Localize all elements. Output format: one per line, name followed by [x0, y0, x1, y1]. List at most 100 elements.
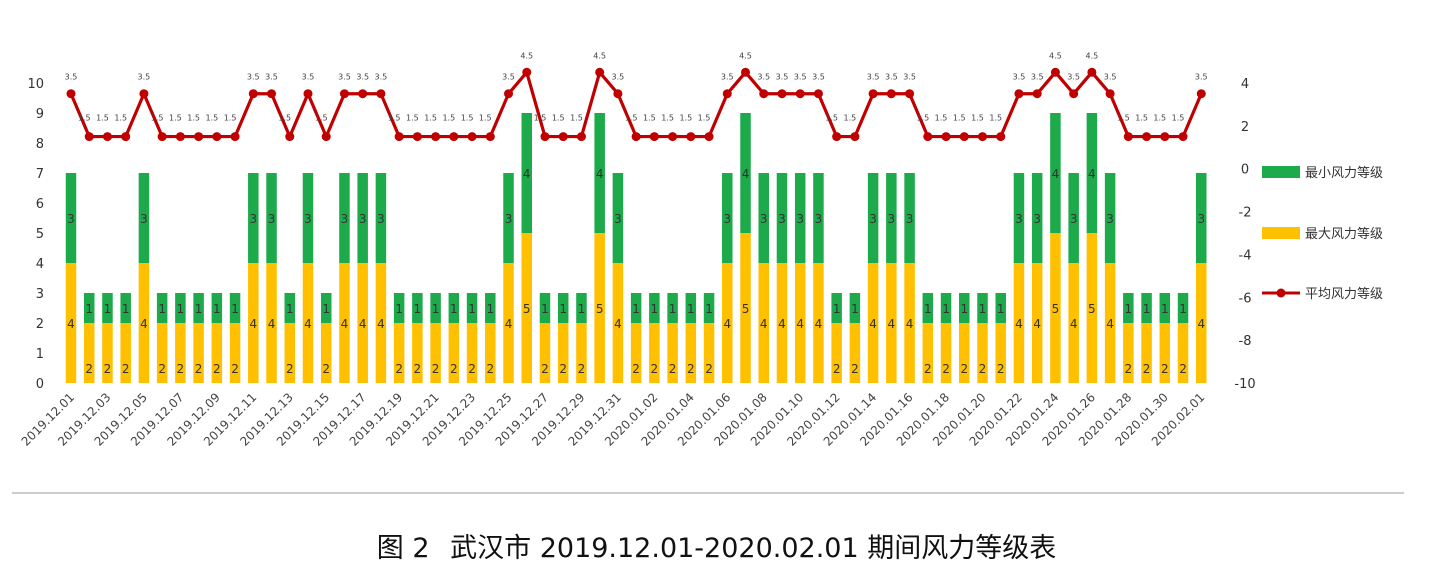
bar-min-wind-label: 3	[505, 212, 513, 226]
right-y-axis: -10 -8 -6 -4 -2 0 2 4	[1234, 77, 1255, 392]
bar-max-wind	[448, 323, 460, 383]
avg-wind-point	[1196, 89, 1206, 99]
avg-wind-point-label: 3.5	[812, 73, 825, 82]
bar-min-wind-label: 1	[960, 302, 968, 316]
avg-wind-point-label: 1.5	[442, 114, 455, 123]
bar-min-wind	[922, 293, 934, 323]
bar-max-wind	[557, 323, 569, 383]
avg-wind-point	[66, 89, 76, 99]
bar-max-wind	[703, 323, 715, 383]
bar-max-wind	[649, 323, 660, 383]
bar-max-wind-label: 4	[268, 317, 276, 331]
bar-max-wind-label: 2	[632, 362, 640, 376]
legend-swatch-avg-marker	[1276, 288, 1286, 298]
bar-max-wind	[667, 323, 678, 383]
bar-min-wind	[521, 113, 532, 233]
bar-min-wind	[539, 293, 551, 323]
avg-wind-point-label: 1.5	[151, 114, 164, 123]
avg-wind-point	[540, 132, 550, 142]
avg-wind-point-label: 1.5	[916, 114, 929, 123]
bar-max-wind	[430, 323, 441, 383]
right-y-tick-label: 4	[1241, 77, 1249, 92]
bar-min-wind	[430, 293, 441, 323]
avg-wind-point	[1178, 132, 1188, 142]
bar-min-wind	[904, 173, 915, 263]
avg-wind-point	[504, 89, 514, 99]
bar-min-wind-label: 4	[1052, 167, 1060, 181]
avg-wind-point	[467, 132, 477, 142]
avg-wind-point-label: 1.5	[479, 114, 492, 123]
avg-wind-point-label: 3.5	[903, 73, 916, 82]
legend-swatch-min	[1262, 166, 1300, 178]
bar-min-wind-label: 1	[1125, 302, 1133, 316]
bar-min-wind	[302, 173, 314, 263]
bar-min-wind-label: 1	[286, 302, 294, 316]
bar-max-wind-label: 2	[960, 362, 968, 376]
right-y-tick-label: 2	[1241, 120, 1249, 135]
bar-max-wind	[849, 323, 861, 383]
bar-max-wind	[302, 263, 314, 383]
avg-wind-point-label: 3.5	[757, 73, 770, 82]
bar-min-wind-label: 3	[778, 212, 786, 226]
avg-wind-point-label: 4.5	[739, 51, 752, 60]
avg-wind-point	[576, 132, 586, 142]
bar-min-wind-label: 1	[541, 302, 549, 316]
avg-wind-point	[449, 132, 459, 142]
right-y-tick-label: -10	[1234, 377, 1255, 392]
avg-wind-point	[522, 67, 532, 77]
bar-max-wind-label: 2	[432, 362, 440, 376]
avg-wind-point	[613, 89, 623, 99]
avg-wind-point	[175, 132, 185, 142]
bar-min-wind-label: 1	[468, 302, 476, 316]
legend-label-min: 最小风力等级	[1305, 165, 1383, 181]
avg-wind-point	[230, 132, 240, 142]
left-y-tick-label: 2	[36, 317, 44, 332]
line-series: 3.5 1.5 1.5 1.5 3.5 1.5 1.5 1.5 1.5 1.5 3.5 3.5 1.5 3…	[65, 51, 1208, 142]
avg-wind-point	[923, 132, 933, 142]
bar-max-wind	[940, 323, 952, 383]
avg-wind-point	[321, 132, 331, 142]
bar-max-wind-label: 2	[195, 362, 203, 376]
bar-min-wind-label: 1	[85, 302, 93, 316]
bar-min-wind	[1086, 113, 1098, 233]
bar-max-wind	[1050, 233, 1061, 383]
left-y-tick-label: 0	[36, 377, 44, 392]
bar-max-wind-label: 2	[669, 362, 677, 376]
bar-min-wind-label: 1	[122, 302, 130, 316]
bar-min-wind-label: 4	[596, 167, 604, 181]
bar-min-wind-label: 3	[1033, 212, 1041, 226]
bar-min-wind	[722, 173, 733, 263]
bar-min-wind-label: 3	[614, 212, 622, 226]
bar-min-wind-label: 1	[1179, 302, 1187, 316]
bar-min-wind-label: 3	[304, 212, 312, 226]
bar-max-wind	[375, 263, 387, 383]
avg-wind-point-label: 3.5	[1195, 73, 1208, 82]
bar-max-wind	[102, 323, 113, 383]
bar-min-wind	[940, 293, 952, 323]
avg-wind-point-label: 1.5	[643, 114, 656, 123]
bar-max-wind-label: 2	[322, 362, 330, 376]
bar-max-wind-label: 4	[505, 317, 513, 331]
bar-min-wind	[630, 293, 642, 323]
left-y-tick-label: 9	[36, 107, 44, 122]
bar-max-wind	[594, 233, 605, 383]
bar-min-wind	[576, 293, 587, 323]
avg-wind-point-label: 1.5	[315, 114, 328, 123]
bar-min-wind-label: 1	[486, 302, 494, 316]
bar-min-wind	[831, 293, 842, 323]
bar-max-wind-label: 4	[815, 317, 823, 331]
bar-max-wind	[357, 263, 368, 383]
avg-wind-point	[704, 132, 714, 142]
bar-max-wind	[229, 323, 241, 383]
avg-wind-point-label: 3.5	[302, 73, 315, 82]
bar-max-wind	[539, 323, 551, 383]
avg-wind-point	[978, 132, 987, 142]
bar-max-wind	[794, 263, 806, 383]
bar-max-wind-label: 2	[687, 362, 695, 376]
bar-min-wind	[703, 293, 715, 323]
bar-min-wind-label: 1	[705, 302, 713, 316]
avg-wind-point	[686, 132, 696, 142]
bar-min-wind-label: 3	[888, 212, 896, 226]
bar-max-wind	[576, 323, 587, 383]
bar-min-wind-label: 3	[796, 212, 804, 226]
